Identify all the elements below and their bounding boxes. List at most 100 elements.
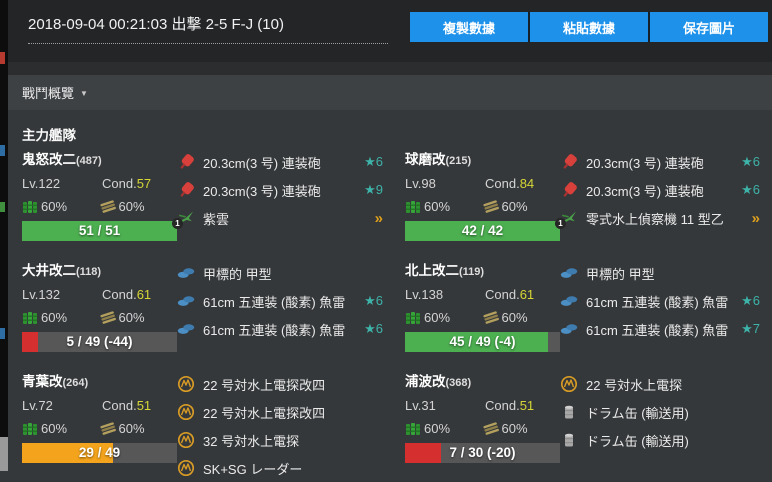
improvement-stars: ★6 xyxy=(364,154,383,169)
hp-text: 29 / 49 xyxy=(78,445,121,460)
ship-id: (215) xyxy=(445,155,472,167)
fuel-icon xyxy=(22,420,38,436)
ship-level: Lv.132 xyxy=(22,287,61,302)
hp-fill xyxy=(22,332,38,352)
equipment-item: SK+SG レーダー xyxy=(177,454,383,482)
hp-fill xyxy=(405,443,441,463)
torpedo-icon xyxy=(560,292,579,310)
fuel-gauge: 60% xyxy=(405,420,483,436)
ship-info: 青葉改(264) Lv.72 Cond.51 60% 60% 29 / 49 xyxy=(22,370,177,463)
battle-overview-dropdown[interactable]: 戰鬥概覽 ▼ xyxy=(8,75,772,110)
improvement-stars: ★6 xyxy=(364,321,383,336)
fuel-icon xyxy=(405,198,421,214)
ship-info: 球磨改(215) Lv.98 Cond.84 60% 60% 42 / 42 xyxy=(405,148,560,241)
ship-level: Lv.138 xyxy=(405,287,444,302)
save-image-button[interactable]: 保存圖片 xyxy=(648,12,768,42)
ship-id: (119) xyxy=(459,266,485,278)
copy-data-button[interactable]: 複製數據 xyxy=(410,12,528,42)
radar-icon xyxy=(177,431,196,449)
equipment-name: 甲標的 甲型 xyxy=(586,266,655,282)
hp-bar: 5 / 49 (-44) xyxy=(22,332,177,352)
level-cond-row: Lv.132 Cond.61 xyxy=(22,286,177,304)
improvement-stars: ★6 xyxy=(741,154,760,169)
ship-card: 鬼怒改二(487) Lv.122 Cond.57 60% 60% 51 / 51 xyxy=(22,148,405,259)
fuel-icon xyxy=(405,420,421,436)
ship-id: (118) xyxy=(76,266,102,278)
equipment-name: ドラム缶 (輸送用) xyxy=(586,405,689,421)
equipment-name: 61cm 五連装 (酸素) 魚雷 xyxy=(203,294,346,310)
ship-name-row: 球磨改(215) xyxy=(405,150,560,170)
main-gun-icon xyxy=(177,181,196,199)
ammo-icon xyxy=(100,309,116,325)
equipment-name: 20.3cm(3 号) 連装砲 xyxy=(203,155,321,171)
ship-name: 青葉改 xyxy=(22,374,63,389)
improvement-stars: ★7 xyxy=(741,321,760,336)
fleet-panel: 主力艦隊 鬼怒改二(487) Lv.122 Cond.57 60% 60% 51… xyxy=(8,110,772,477)
slot-count-badge: 1 xyxy=(172,218,183,229)
ammo-gauge: 60% xyxy=(100,420,178,436)
equipment-item: 61cm 五連装 (酸素) 魚雷 ★6 xyxy=(560,287,760,315)
ship-name: 大井改二 xyxy=(22,263,76,278)
hp-bar: 42 / 42 xyxy=(405,221,560,241)
ship-name-row: 北上改二(119) xyxy=(405,261,560,281)
torpedo-icon xyxy=(177,320,196,338)
scrollbar-thumb[interactable] xyxy=(0,437,8,471)
level-cond-row: Lv.98 Cond.84 xyxy=(405,175,560,193)
ship-card: 北上改二(119) Lv.138 Cond.61 60% 60% 45 / 49… xyxy=(405,259,770,370)
equipment-list: 22 号対水上電探改四 22 号対水上電探改四 32 号対水上電探 SK+SG … xyxy=(177,370,405,482)
radar-icon xyxy=(177,375,196,393)
action-buttons: 複製數據 粘貼數據 保存圖片 xyxy=(410,12,768,42)
equipment-item: 20.3cm(3 号) 連装砲 ★6 xyxy=(177,148,383,176)
hp-text: 51 / 51 xyxy=(78,223,121,238)
hp-bar: 51 / 51 xyxy=(22,221,177,241)
equipment-item: 61cm 五連装 (酸素) 魚雷 ★7 xyxy=(560,315,760,343)
fuel-gauge: 60% xyxy=(405,309,483,325)
top-bar: 2018-09-04 00:21:03 出撃 2-5 F-J (10) 複製數據… xyxy=(8,0,772,62)
equipment-name: 20.3cm(3 号) 連装砲 xyxy=(586,155,704,171)
edge-artifact-green xyxy=(0,202,5,212)
torpedo-icon xyxy=(177,292,196,310)
ammo-icon xyxy=(100,420,116,436)
ship-cond: Cond.61 xyxy=(102,287,152,302)
edge-artifact-blue2 xyxy=(0,328,5,339)
equipment-name: SK+SG レーダー xyxy=(203,461,303,477)
equipment-item: 32 号対水上電探 xyxy=(177,426,383,454)
equipment-list: 20.3cm(3 号) 連装砲 ★6 20.3cm(3 号) 連装砲 ★6 1 … xyxy=(555,148,770,232)
divider-band xyxy=(8,62,772,75)
ship-cond: Cond.51 xyxy=(485,398,535,413)
slot-count-badge: 1 xyxy=(555,218,566,229)
equipment-item: 20.3cm(3 号) 連装砲 ★9 xyxy=(177,176,383,204)
hp-text: 5 / 49 (-44) xyxy=(66,334,133,349)
equipment-name: 61cm 五連装 (酸素) 魚雷 xyxy=(586,294,729,310)
equipment-item: 61cm 五連装 (酸素) 魚雷 ★6 xyxy=(177,287,383,315)
ship-info: 北上改二(119) Lv.138 Cond.61 60% 60% 45 / 49… xyxy=(405,259,560,352)
ship-cond: Cond.51 xyxy=(102,398,152,413)
level-cond-row: Lv.31 Cond.51 xyxy=(405,397,560,415)
window-edge-artifact xyxy=(0,0,8,471)
equipment-list: 甲標的 甲型 61cm 五連装 (酸素) 魚雷 ★6 61cm 五連装 (酸素)… xyxy=(560,259,770,343)
torpedo-icon xyxy=(560,320,579,338)
level-cond-row: Lv.122 Cond.57 xyxy=(22,175,177,193)
paste-data-button[interactable]: 粘貼數據 xyxy=(528,12,648,42)
hp-bar: 45 / 49 (-4) xyxy=(405,332,560,352)
improvement-stars: ★6 xyxy=(364,293,383,308)
ship-card: 球磨改(215) Lv.98 Cond.84 60% 60% 42 / 42 2… xyxy=(405,148,770,259)
ammo-gauge: 60% xyxy=(483,198,561,214)
fleet-title: 主力艦隊 xyxy=(22,128,76,143)
resource-row: 60% 60% xyxy=(22,419,177,437)
resource-row: 60% 60% xyxy=(22,308,177,326)
fuel-gauge: 60% xyxy=(22,198,100,214)
hp-text: 42 / 42 xyxy=(461,223,504,238)
ship-info: 浦波改(368) Lv.31 Cond.51 60% 60% 7 / 30 (-… xyxy=(405,370,560,463)
ship-name-row: 浦波改(368) xyxy=(405,372,560,392)
ammo-icon xyxy=(483,198,499,214)
ship-info: 大井改二(118) Lv.132 Cond.61 60% 60% 5 / 49 … xyxy=(22,259,177,352)
equipment-item: ドラム缶 (輸送用) xyxy=(560,426,760,454)
proficiency-chevron-icon: » xyxy=(374,209,383,227)
fuel-icon xyxy=(22,198,38,214)
hp-fill xyxy=(405,221,560,241)
ship-cond: Cond.84 xyxy=(485,176,535,191)
equipment-item: 1 零式水上偵察機 11 型乙 » xyxy=(555,204,760,232)
ship-level: Lv.122 xyxy=(22,176,61,191)
hp-text: 45 / 49 (-4) xyxy=(449,334,516,349)
